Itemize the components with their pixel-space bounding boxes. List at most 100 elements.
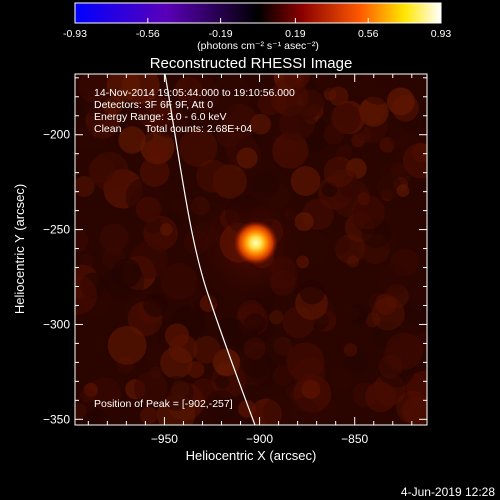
texture-blob (88, 157, 115, 184)
texture-blob (171, 380, 190, 399)
texture-blob (75, 176, 95, 197)
texture-blob (346, 255, 359, 268)
texture-blob (365, 381, 396, 413)
texture-blob (118, 126, 146, 154)
texture-blob (396, 184, 410, 198)
texture-blob (159, 112, 184, 137)
colorbar-tick-label: 0.56 (358, 28, 379, 40)
texture-blob (160, 346, 193, 379)
texture-blob (160, 262, 198, 300)
texture-blob (218, 316, 240, 337)
texture-blob (83, 382, 98, 397)
texture-blob (289, 397, 318, 425)
texture-blob (383, 341, 413, 372)
texture-blob (407, 285, 427, 310)
image-texture (75, 74, 427, 425)
texture-blob (345, 306, 360, 321)
texture-blob (336, 144, 353, 162)
texture-blob (272, 338, 289, 356)
texture-blob (103, 96, 123, 116)
texture-blob (402, 142, 427, 179)
texture-blob (244, 313, 266, 334)
texture-blob (156, 395, 196, 425)
texture-blob (387, 87, 415, 116)
texture-blob (75, 123, 93, 149)
texture-blob (164, 323, 190, 348)
texture-blob (416, 331, 427, 353)
texture-blob (378, 351, 415, 388)
texture-blob (159, 223, 173, 236)
texture-blob (234, 126, 263, 155)
texture-blob (146, 141, 169, 164)
texture-blob (212, 348, 241, 377)
texture-blob (273, 336, 293, 356)
texture-blob (105, 262, 145, 302)
texture-blob (335, 234, 365, 264)
texture-blob (339, 175, 361, 198)
texture-blob (139, 157, 170, 187)
texture-blob (75, 398, 101, 425)
texture-blob (357, 192, 371, 206)
x-tick-label: −850 (341, 432, 368, 446)
texture-blob (380, 162, 394, 176)
texture-blob (344, 348, 369, 374)
colorbar-gradient (74, 2, 442, 24)
annotation-counts: Total counts: 2.68E+04 (145, 123, 252, 135)
texture-blob (143, 292, 168, 318)
texture-blob (361, 218, 392, 249)
x-tick-label: −950 (151, 432, 178, 446)
texture-blob (99, 223, 129, 253)
texture-blob (396, 391, 427, 424)
texture-blob (389, 162, 404, 177)
texture-blob (193, 335, 221, 364)
texture-blob (106, 74, 141, 102)
texture-blob (140, 406, 158, 425)
texture-blob (351, 195, 385, 230)
texture-blob (290, 166, 321, 196)
colorbar-ticks: -0.93 -0.56 -0.19 0.19 0.56 0.93 (63, 18, 451, 40)
colorbar-tick-label: -0.19 (209, 28, 233, 40)
texture-blob (196, 159, 230, 193)
texture-blob (301, 379, 321, 399)
y-tick-label: −200 (43, 128, 70, 142)
texture-blob (374, 293, 397, 315)
colorbar-tick-label: 0.19 (285, 28, 306, 40)
colorbar-tick-label: 0.93 (431, 28, 452, 40)
texture-blob (365, 312, 381, 328)
texture-blob (250, 398, 282, 425)
colorbar: -0.93 -0.56 -0.19 0.19 0.56 0.93 (photons cm⁻… (63, 2, 451, 52)
texture-blob (75, 227, 89, 254)
texture-blob (80, 388, 95, 403)
texture-blob (329, 103, 361, 135)
texture-blob (378, 354, 403, 379)
texture-blob (390, 248, 419, 277)
annotation-time-range: 14-Nov-2014 19:05:44.000 to 19:10:56.000 (94, 87, 295, 99)
plot-frame (74, 73, 428, 426)
texture-blob (134, 371, 168, 406)
texture-blob (89, 151, 129, 191)
texture-blob (330, 368, 353, 391)
texture-blob (191, 377, 218, 405)
texture-blob (371, 297, 405, 331)
x-tick-label: −900 (246, 432, 273, 446)
texture-blob (205, 390, 237, 422)
texture-blob (377, 264, 409, 296)
texture-blob (352, 196, 392, 235)
texture-blob (135, 196, 162, 223)
texture-blob (384, 284, 409, 309)
texture-blob (243, 337, 266, 360)
texture-blob (348, 304, 369, 325)
texture-blob (78, 74, 113, 104)
texture-blob (75, 249, 84, 264)
y-axis-title: Heliocentric Y (arcsec) (12, 184, 27, 314)
texture-blob (158, 375, 194, 411)
y-tick-label: −250 (43, 223, 70, 237)
y-tick-label: −300 (43, 317, 70, 331)
texture-blob (328, 86, 349, 107)
texture-blob (343, 343, 358, 357)
texture-blob (250, 113, 271, 135)
texture-blob (263, 395, 298, 425)
texture-blob (243, 349, 273, 379)
texture-blob (272, 132, 309, 169)
texture-blob (404, 298, 427, 324)
